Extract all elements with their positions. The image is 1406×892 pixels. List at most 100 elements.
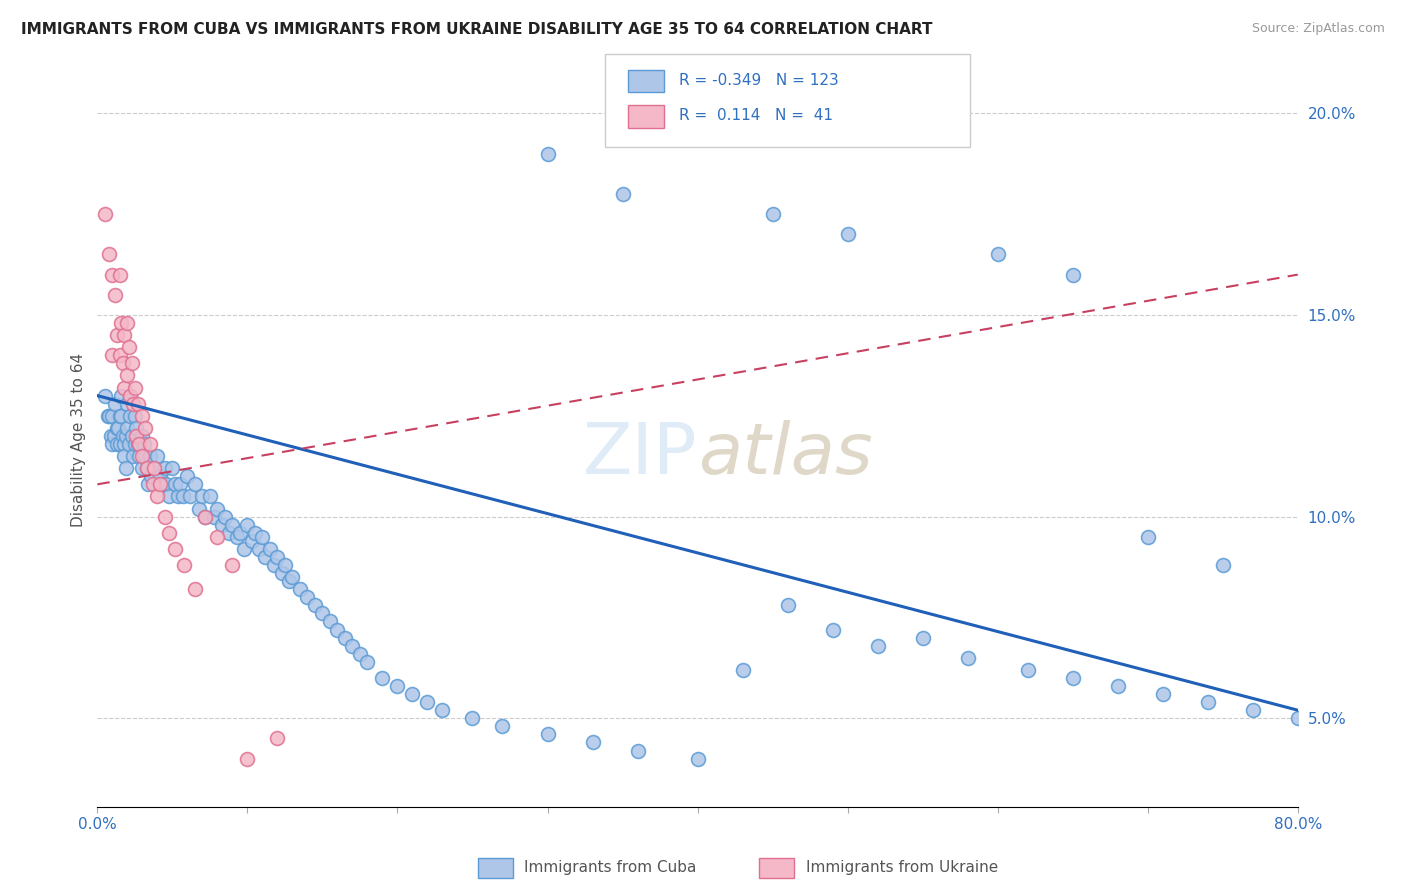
Point [259, 541, 281, 556]
Point [188, 501, 211, 516]
Point [97, 409, 120, 423]
Point [124, 409, 146, 423]
Point [169, 477, 191, 491]
Point [247, 541, 270, 556]
Point [911, 631, 934, 645]
Point [127, 437, 149, 451]
Point [263, 558, 285, 572]
Point [132, 437, 155, 451]
Point [356, 655, 378, 669]
Point [1241, 703, 1264, 717]
Point [120, 409, 142, 423]
Point [117, 397, 139, 411]
Point [236, 751, 259, 765]
Point [157, 525, 180, 540]
Point [141, 469, 163, 483]
Point [274, 558, 297, 572]
Point [108, 437, 131, 451]
Point [110, 389, 132, 403]
Point [149, 477, 172, 491]
Point [98, 409, 121, 423]
Point [134, 449, 156, 463]
Point [987, 247, 1010, 261]
Point [103, 429, 125, 443]
Point [176, 469, 198, 483]
Point [152, 477, 174, 491]
Text: Immigrants from Ukraine: Immigrants from Ukraine [806, 860, 998, 874]
Point [105, 421, 128, 435]
Point [101, 437, 124, 451]
Point [128, 437, 150, 451]
Point [153, 461, 176, 475]
Point [326, 623, 349, 637]
Text: R =  0.114   N =  41: R = 0.114 N = 41 [679, 109, 834, 123]
Point [138, 477, 160, 491]
Text: atlas: atlas [697, 420, 872, 489]
Point [233, 541, 256, 556]
Point [105, 437, 128, 451]
Point [626, 743, 648, 757]
Point [108, 348, 131, 362]
Point [1286, 711, 1309, 725]
Point [108, 268, 131, 282]
Point [110, 409, 132, 423]
Point [105, 328, 128, 343]
Point [236, 517, 259, 532]
Point [172, 490, 194, 504]
Point [266, 731, 288, 746]
Point [218, 525, 240, 540]
Point [416, 695, 439, 709]
Point [311, 607, 333, 621]
Point [1017, 663, 1039, 677]
Point [143, 461, 166, 475]
Point [117, 421, 139, 435]
Point [101, 348, 124, 362]
Point [288, 582, 311, 597]
Point [271, 566, 294, 580]
Point [115, 461, 138, 475]
Point [167, 490, 190, 504]
Point [118, 437, 141, 451]
Point [207, 530, 229, 544]
Point [491, 719, 513, 733]
Point [342, 639, 364, 653]
Point [94, 207, 117, 221]
Point [461, 711, 484, 725]
Point [134, 421, 156, 435]
Point [125, 429, 148, 443]
Point [278, 574, 301, 588]
Y-axis label: Disability Age 35 to 64: Disability Age 35 to 64 [72, 353, 86, 527]
Point [104, 287, 127, 301]
Point [686, 751, 709, 765]
Point [120, 389, 142, 403]
Point [124, 437, 146, 451]
Point [191, 490, 214, 504]
Point [581, 735, 603, 749]
Point [107, 421, 129, 435]
Point [240, 533, 263, 548]
Point [122, 397, 145, 411]
Point [120, 389, 142, 403]
Point [139, 449, 162, 463]
Point [155, 477, 177, 491]
Point [101, 409, 124, 423]
Point [143, 461, 166, 475]
Text: IMMIGRANTS FROM CUBA VS IMMIGRANTS FROM UKRAINE DISABILITY AGE 35 TO 64 CORRELAT: IMMIGRANTS FROM CUBA VS IMMIGRANTS FROM … [21, 22, 932, 37]
Point [118, 340, 141, 354]
Point [612, 186, 634, 201]
Point [1062, 671, 1084, 685]
Point [128, 449, 150, 463]
Point [198, 490, 221, 504]
Point [1212, 558, 1234, 572]
Point [165, 477, 187, 491]
Point [111, 356, 134, 370]
Point [121, 429, 143, 443]
Point [112, 328, 135, 343]
Point [112, 449, 135, 463]
Point [536, 727, 558, 741]
Point [776, 599, 799, 613]
Point [146, 490, 169, 504]
Point [179, 490, 201, 504]
Point [319, 615, 342, 629]
Point [281, 570, 304, 584]
